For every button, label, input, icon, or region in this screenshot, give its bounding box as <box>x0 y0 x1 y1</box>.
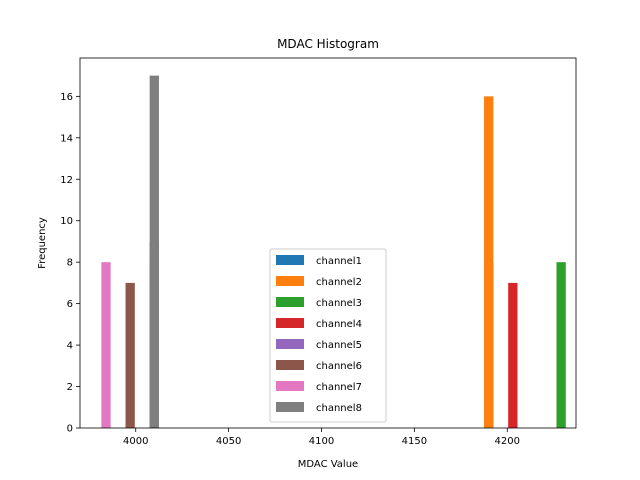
x-tick-label-4100: 4100 <box>309 436 334 447</box>
y-tick-label-2: 2 <box>67 382 73 393</box>
x-tick-label-4150: 4150 <box>402 436 427 447</box>
legend-swatch-channel5 <box>276 339 304 349</box>
bar-channel2-0 <box>484 96 494 428</box>
plot-area <box>101 75 566 429</box>
legend-swatch-channel8 <box>276 402 304 412</box>
plot-frame <box>79 57 577 429</box>
bar-channel7-0 <box>101 262 111 428</box>
x-tick-label-4200: 4200 <box>495 436 520 447</box>
y-tick-label-4: 4 <box>67 341 73 352</box>
y-tick-label-8: 8 <box>67 258 73 269</box>
chart-title: MDAC Histogram <box>277 37 379 51</box>
x-axis: 4000 4050 4100 4150 4200 <box>123 428 520 447</box>
y-tick-label-16: 16 <box>60 92 73 103</box>
legend-swatch-channel2 <box>276 276 304 286</box>
y-axis: 0 2 4 6 8 10 12 14 16 <box>60 92 80 435</box>
legend-label-channel1: channel1 <box>316 256 362 267</box>
legend-swatch-channel1 <box>276 255 304 265</box>
legend-label-channel4: channel4 <box>316 319 362 330</box>
legend-label-channel6: channel6 <box>316 361 362 372</box>
legend-label-channel3: channel3 <box>316 298 362 309</box>
y-tick-label-0: 0 <box>67 424 73 435</box>
x-tick-label-4000: 4000 <box>123 436 148 447</box>
legend-swatch-channel4 <box>276 318 304 328</box>
y-axis-label: Frequency <box>37 217 48 269</box>
legend-swatch-channel6 <box>276 360 304 370</box>
legend: channel1 channel2 channel3 channel4 channel5… <box>269 248 387 423</box>
y-tick-label-14: 14 <box>60 133 73 144</box>
legend-swatch-channel7 <box>276 381 304 391</box>
legend-box <box>269 248 387 423</box>
y-tick-label-10: 10 <box>60 216 73 227</box>
bar-channel8-0 <box>149 75 159 429</box>
legend-swatch-channel3 <box>276 297 304 307</box>
x-tick-label-4050: 4050 <box>216 436 241 447</box>
x-axis-label: MDAC Value <box>298 459 358 470</box>
legend-label-channel5: channel5 <box>316 340 362 351</box>
bar-channel4-0 <box>508 282 518 428</box>
bar-channel3-0 <box>556 262 566 428</box>
legend-label-channel8: channel8 <box>316 403 362 414</box>
bar-channel6-0 <box>125 282 135 428</box>
y-tick-label-6: 6 <box>67 299 73 310</box>
legend-label-channel7: channel7 <box>316 382 362 393</box>
y-tick-label-12: 12 <box>60 175 73 186</box>
legend-label-channel2: channel2 <box>316 277 362 288</box>
